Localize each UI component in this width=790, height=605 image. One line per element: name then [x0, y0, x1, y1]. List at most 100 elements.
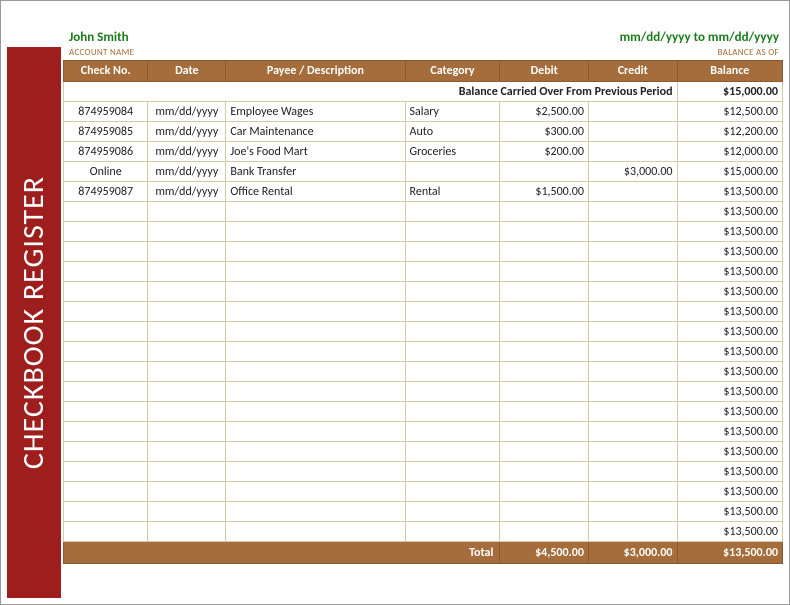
cell-date[interactable]	[148, 462, 226, 482]
cell-date[interactable]: mm/dd/yyyy	[148, 182, 226, 202]
cell-category[interactable]	[405, 422, 500, 442]
cell-debit[interactable]: $300.00	[500, 122, 589, 142]
cell-category[interactable]	[405, 342, 500, 362]
cell-payee[interactable]	[226, 302, 405, 322]
cell-category[interactable]	[405, 202, 500, 222]
cell-category[interactable]	[405, 222, 500, 242]
cell-credit[interactable]: $3,000.00	[588, 162, 677, 182]
cell-balance[interactable]: $13,500.00	[677, 382, 782, 402]
cell-payee[interactable]	[226, 222, 405, 242]
cell-check-no[interactable]	[64, 222, 148, 242]
cell-balance[interactable]: $13,500.00	[677, 282, 782, 302]
cell-balance[interactable]: $13,500.00	[677, 342, 782, 362]
cell-debit[interactable]	[500, 202, 589, 222]
cell-debit[interactable]	[500, 382, 589, 402]
cell-check-no[interactable]	[64, 262, 148, 282]
cell-balance[interactable]: $13,500.00	[677, 202, 782, 222]
cell-balance[interactable]: $12,500.00	[677, 102, 782, 122]
cell-credit[interactable]	[588, 142, 677, 162]
cell-date[interactable]	[148, 262, 226, 282]
cell-debit[interactable]	[500, 502, 589, 522]
cell-debit[interactable]	[500, 222, 589, 242]
cell-category[interactable]: Salary	[405, 102, 500, 122]
cell-credit[interactable]	[588, 202, 677, 222]
cell-date[interactable]: mm/dd/yyyy	[148, 102, 226, 122]
cell-balance[interactable]: $13,500.00	[677, 442, 782, 462]
cell-payee[interactable]: Car Maintenance	[226, 122, 405, 142]
cell-credit[interactable]	[588, 482, 677, 502]
cell-check-no[interactable]	[64, 242, 148, 262]
cell-credit[interactable]	[588, 462, 677, 482]
cell-category[interactable]: Groceries	[405, 142, 500, 162]
cell-debit[interactable]	[500, 242, 589, 262]
cell-date[interactable]: mm/dd/yyyy	[148, 122, 226, 142]
cell-check-no[interactable]: Online	[64, 162, 148, 182]
cell-check-no[interactable]	[64, 502, 148, 522]
cell-credit[interactable]	[588, 242, 677, 262]
cell-date[interactable]	[148, 362, 226, 382]
cell-balance[interactable]: $13,500.00	[677, 502, 782, 522]
cell-date[interactable]	[148, 242, 226, 262]
cell-credit[interactable]	[588, 402, 677, 422]
cell-credit[interactable]	[588, 262, 677, 282]
cell-category[interactable]	[405, 502, 500, 522]
cell-payee[interactable]	[226, 382, 405, 402]
cell-check-no[interactable]	[64, 482, 148, 502]
cell-debit[interactable]: $1,500.00	[500, 182, 589, 202]
cell-payee[interactable]	[226, 402, 405, 422]
cell-credit[interactable]	[588, 222, 677, 242]
cell-debit[interactable]	[500, 282, 589, 302]
cell-payee[interactable]	[226, 362, 405, 382]
cell-debit[interactable]	[500, 322, 589, 342]
cell-payee[interactable]	[226, 322, 405, 342]
cell-date[interactable]	[148, 502, 226, 522]
cell-date[interactable]	[148, 202, 226, 222]
cell-credit[interactable]	[588, 502, 677, 522]
cell-check-no[interactable]	[64, 202, 148, 222]
cell-category[interactable]	[405, 282, 500, 302]
cell-debit[interactable]	[500, 462, 589, 482]
cell-category[interactable]	[405, 382, 500, 402]
cell-credit[interactable]	[588, 102, 677, 122]
cell-credit[interactable]	[588, 382, 677, 402]
cell-balance[interactable]: $13,500.00	[677, 522, 782, 542]
cell-date[interactable]	[148, 402, 226, 422]
cell-debit[interactable]	[500, 422, 589, 442]
cell-category[interactable]: Auto	[405, 122, 500, 142]
cell-check-no[interactable]	[64, 422, 148, 442]
cell-credit[interactable]	[588, 522, 677, 542]
cell-category[interactable]	[405, 162, 500, 182]
cell-payee[interactable]	[226, 282, 405, 302]
cell-debit[interactable]	[500, 362, 589, 382]
cell-check-no[interactable]	[64, 522, 148, 542]
cell-date[interactable]	[148, 282, 226, 302]
cell-balance[interactable]: $12,200.00	[677, 122, 782, 142]
cell-debit[interactable]	[500, 442, 589, 462]
cell-debit[interactable]	[500, 482, 589, 502]
cell-payee[interactable]	[226, 202, 405, 222]
cell-check-no[interactable]	[64, 462, 148, 482]
cell-check-no[interactable]	[64, 342, 148, 362]
cell-check-no[interactable]: 874959086	[64, 142, 148, 162]
cell-category[interactable]	[405, 522, 500, 542]
cell-balance[interactable]: $13,500.00	[677, 222, 782, 242]
cell-payee[interactable]: Office Rental	[226, 182, 405, 202]
cell-check-no[interactable]	[64, 302, 148, 322]
cell-check-no[interactable]: 874959084	[64, 102, 148, 122]
cell-check-no[interactable]	[64, 442, 148, 462]
cell-date[interactable]	[148, 322, 226, 342]
cell-date[interactable]	[148, 522, 226, 542]
cell-credit[interactable]	[588, 322, 677, 342]
cell-credit[interactable]	[588, 422, 677, 442]
cell-category[interactable]	[405, 262, 500, 282]
cell-category[interactable]	[405, 362, 500, 382]
cell-credit[interactable]	[588, 122, 677, 142]
cell-balance[interactable]: $13,500.00	[677, 302, 782, 322]
cell-balance[interactable]: $13,500.00	[677, 242, 782, 262]
cell-payee[interactable]	[226, 422, 405, 442]
cell-balance[interactable]: $13,500.00	[677, 362, 782, 382]
cell-payee[interactable]: Employee Wages	[226, 102, 405, 122]
cell-payee[interactable]	[226, 482, 405, 502]
cell-date[interactable]: mm/dd/yyyy	[148, 142, 226, 162]
cell-category[interactable]	[405, 462, 500, 482]
